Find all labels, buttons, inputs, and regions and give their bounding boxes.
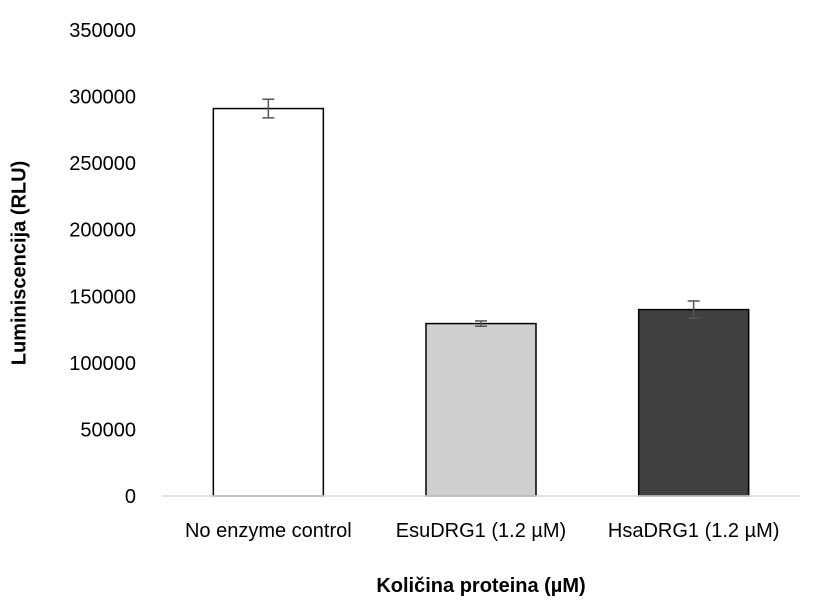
bar (425, 322, 537, 497)
y-tick-label: 350000 (69, 20, 136, 42)
y-tick-label: 50000 (80, 419, 136, 441)
y-axis-ticks: 0 50000 100000 150000 200000 250000 300000 3500… (69, 20, 136, 508)
y-tick-label: 0 (125, 486, 136, 508)
bar (637, 308, 750, 497)
y-tick-label: 300000 (69, 87, 136, 109)
y-tick-label: 250000 (69, 153, 136, 175)
y-tick-label: 200000 (69, 220, 136, 242)
x-axis-title: Količina proteina (µM) (376, 575, 585, 597)
x-category-label: HsaDRG1 (1.2 µM) (608, 520, 780, 542)
x-axis-labels: No enzyme control EsuDRG1 (1.2 µM) HsaDRG1… (185, 520, 779, 542)
y-tick-label: 150000 (69, 286, 136, 308)
y-tick-label: 100000 (69, 353, 136, 375)
bars (212, 107, 750, 497)
x-category-label: EsuDRG1 (1.2 µM) (396, 520, 566, 542)
y-axis-title: Luminiscencija (RLU) (8, 161, 30, 365)
bar (212, 107, 325, 497)
error-bars (262, 98, 700, 327)
x-category-label: No enzyme control (185, 520, 352, 542)
